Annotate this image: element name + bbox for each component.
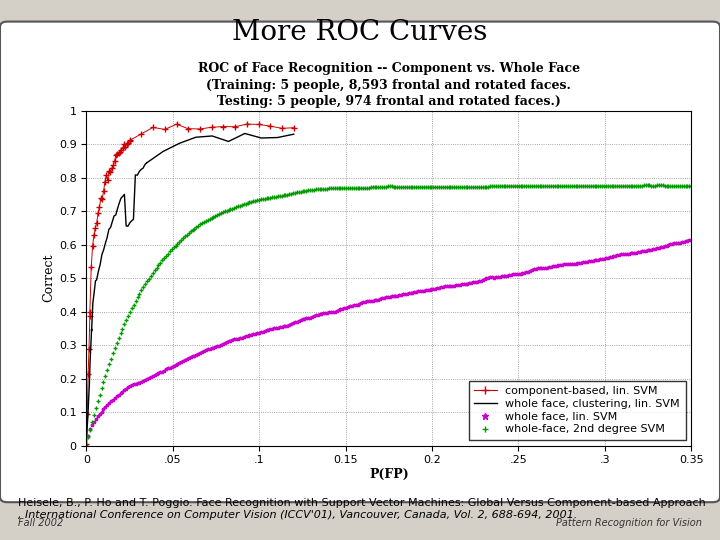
component-based, lin. SVM (161, 126, 169, 133)
component-based, lin. SVM (278, 125, 287, 132)
whole-face, 2nd degree SVM (579, 183, 588, 190)
whole face, clustering, lin. SVM (139, 165, 148, 171)
component-based, lin. SVM (107, 165, 116, 172)
Text: Fall 2002: Fall 2002 (18, 518, 63, 528)
whole face, clustering, lin. SVM (192, 134, 200, 140)
component-based, lin. SVM (114, 150, 123, 157)
component-based, lin. SVM (172, 121, 181, 127)
component-based, lin. SVM (149, 124, 158, 131)
Text: , International Conference on Computer Vision (ICCV'01), Vancouver, Canada, Vol.: , International Conference on Computer V… (18, 510, 577, 520)
component-based, lin. SVM (84, 371, 92, 377)
whole face, clustering, lin. SVM (240, 130, 249, 137)
Y-axis label: Correct: Correct (42, 254, 55, 302)
component-based, lin. SVM (86, 313, 94, 319)
component-based, lin. SVM (124, 139, 132, 146)
Legend: component-based, lin. SVM, whole face, clustering, lin. SVM, whole face, lin. SV: component-based, lin. SVM, whole face, c… (469, 381, 685, 440)
whole face, lin. SVM (169, 362, 178, 369)
component-based, lin. SVM (219, 123, 228, 130)
component-based, lin. SVM (112, 152, 120, 158)
component-based, lin. SVM (95, 204, 104, 210)
whole face, clustering, lin. SVM (82, 442, 91, 449)
component-based, lin. SVM (106, 168, 114, 175)
component-based, lin. SVM (231, 124, 240, 130)
Text: Pattern Recognition for Vision: Pattern Recognition for Vision (556, 518, 702, 528)
Line: component-based, lin. SVM: component-based, lin. SVM (83, 120, 297, 448)
whole face, lin. SVM (508, 271, 517, 278)
X-axis label: P(FP): P(FP) (369, 468, 409, 481)
whole-face, 2nd degree SVM (687, 183, 696, 190)
whole face, lin. SVM (82, 442, 91, 449)
component-based, lin. SVM (92, 219, 101, 226)
Line: whole face, clustering, lin. SVM: whole face, clustering, lin. SVM (86, 133, 294, 446)
Line: whole-face, 2nd degree SVM: whole-face, 2nd degree SVM (84, 183, 693, 448)
component-based, lin. SVM (254, 121, 263, 127)
component-based, lin. SVM (122, 140, 131, 147)
Text: More ROC Curves: More ROC Curves (233, 19, 487, 46)
whole face, clustering, lin. SVM (122, 222, 130, 229)
whole-face, 2nd degree SVM (643, 182, 652, 188)
whole-face, 2nd degree SVM (169, 244, 178, 251)
component-based, lin. SVM (85, 346, 94, 352)
component-based, lin. SVM (90, 232, 99, 238)
whole face, lin. SVM (516, 271, 525, 277)
whole face, lin. SVM (395, 292, 403, 299)
Title: ROC of Face Recognition -- Component vs. Whole Face
(Training: 5 people, 8,593 f: ROC of Face Recognition -- Component vs.… (198, 62, 580, 108)
whole-face, 2nd degree SVM (516, 183, 525, 189)
Text: Heisele, B., P. Ho and T. Poggio. Face Recognition with Support Vector Machines:: Heisele, B., P. Ho and T. Poggio. Face R… (18, 498, 706, 508)
component-based, lin. SVM (89, 242, 97, 249)
component-based, lin. SVM (94, 210, 102, 217)
component-based, lin. SVM (99, 188, 108, 194)
component-based, lin. SVM (101, 178, 109, 185)
whole face, clustering, lin. SVM (289, 131, 298, 137)
component-based, lin. SVM (116, 149, 125, 156)
component-based, lin. SVM (184, 125, 192, 132)
whole-face, 2nd degree SVM (508, 183, 517, 189)
component-based, lin. SVM (120, 141, 128, 147)
whole face, clustering, lin. SVM (125, 220, 134, 226)
component-based, lin. SVM (113, 150, 122, 157)
component-based, lin. SVM (121, 143, 130, 150)
component-based, lin. SVM (125, 137, 134, 144)
component-based, lin. SVM (118, 145, 127, 151)
component-based, lin. SVM (137, 131, 145, 137)
component-based, lin. SVM (196, 126, 204, 132)
component-based, lin. SVM (207, 124, 216, 131)
component-based, lin. SVM (102, 172, 111, 179)
component-based, lin. SVM (110, 158, 119, 165)
component-based, lin. SVM (96, 195, 105, 201)
component-based, lin. SVM (86, 308, 94, 315)
component-based, lin. SVM (104, 177, 112, 184)
whole face, lin. SVM (687, 237, 696, 244)
whole face, lin. SVM (579, 259, 588, 266)
whole face, clustering, lin. SVM (124, 223, 132, 230)
whole-face, 2nd degree SVM (613, 183, 621, 189)
whole-face, 2nd degree SVM (82, 442, 91, 449)
component-based, lin. SVM (98, 195, 107, 202)
component-based, lin. SVM (117, 146, 126, 153)
component-based, lin. SVM (266, 123, 274, 130)
component-based, lin. SVM (289, 125, 298, 131)
whole face, lin. SVM (613, 252, 621, 259)
component-based, lin. SVM (82, 441, 91, 448)
component-based, lin. SVM (125, 138, 134, 145)
component-based, lin. SVM (109, 162, 117, 168)
component-based, lin. SVM (83, 411, 91, 417)
component-based, lin. SVM (91, 225, 99, 231)
whole face, clustering, lin. SVM (94, 267, 103, 274)
Line: whole face, lin. SVM: whole face, lin. SVM (85, 239, 693, 447)
whole-face, 2nd degree SVM (395, 184, 403, 191)
component-based, lin. SVM (243, 121, 251, 127)
component-based, lin. SVM (104, 167, 113, 174)
component-based, lin. SVM (87, 264, 96, 271)
